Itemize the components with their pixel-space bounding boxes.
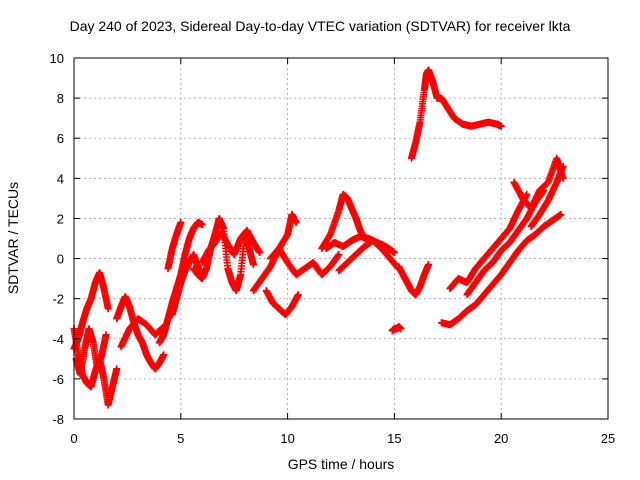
data-point (390, 249, 398, 257)
data-point (198, 220, 206, 228)
data-point (523, 190, 531, 198)
y-tick-label: 2 (57, 211, 64, 226)
data-point (102, 331, 110, 339)
x-tick-label: 20 (494, 431, 508, 446)
y-tick-label: 0 (57, 252, 64, 267)
plot-frame (73, 57, 609, 420)
data-point (335, 251, 343, 259)
data-point (294, 291, 302, 299)
x-tick-label: 15 (387, 431, 401, 446)
data-point (256, 249, 264, 257)
data-point (177, 218, 185, 226)
y-tick-label: 8 (57, 91, 64, 106)
y-tick-label: -4 (52, 332, 64, 347)
x-axis-label: GPS time / hours (287, 456, 395, 472)
data-point (292, 218, 300, 226)
x-tick-label: 0 (70, 431, 77, 446)
data-point (557, 210, 565, 218)
data-point (249, 261, 257, 269)
data-point (160, 351, 168, 359)
chart-title: Day 240 of 2023, Sidereal Day-to-day VTE… (69, 18, 571, 34)
y-tick-label: 6 (57, 131, 64, 146)
y-tick-label: 10 (50, 51, 64, 66)
y-tick-label: -6 (52, 372, 64, 387)
x-tick-label: 10 (280, 431, 294, 446)
x-tick-label: 5 (177, 431, 184, 446)
y-tick-label: 4 (57, 171, 64, 186)
data-point (397, 325, 405, 333)
x-tick-label: 25 (601, 431, 615, 446)
data-point (559, 162, 567, 170)
data-point (113, 365, 121, 373)
data-point (497, 122, 505, 130)
data-point (425, 261, 433, 269)
data-point (104, 305, 112, 313)
y-tick-label: -8 (52, 412, 64, 427)
y-tick-label: -2 (52, 292, 64, 307)
